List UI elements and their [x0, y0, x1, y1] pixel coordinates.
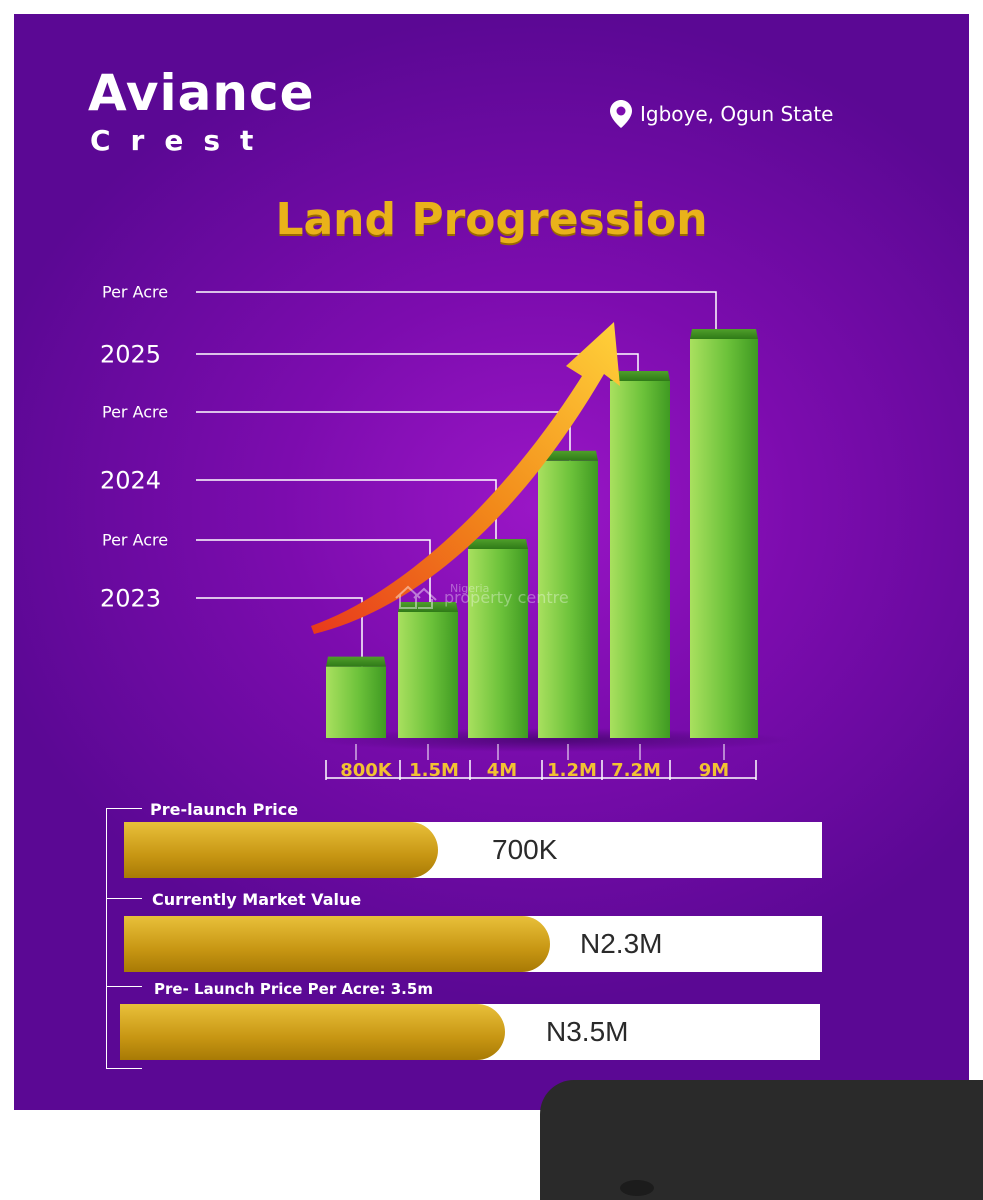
bar-front: [690, 339, 758, 738]
bar-front: [326, 666, 386, 738]
watermark-small: Nigeria: [450, 582, 490, 595]
side-label: Per Acre: [102, 403, 168, 422]
bar-top: [468, 539, 528, 549]
location-text: Igboye, Ogun State: [640, 102, 834, 126]
x-axis: 800K 1.5M 4M 1.2M 7.2M 9M: [325, 744, 757, 781]
bar-front: [398, 612, 458, 738]
watermark-text: property centre: [444, 587, 569, 607]
growth-arrow: [311, 322, 620, 634]
bar-1-5m: [398, 602, 458, 738]
bar-front: [468, 549, 528, 738]
bar-top: [538, 450, 598, 461]
price-per-acre-value: N3.5M: [546, 1016, 629, 1047]
pre-launch-price-label: Pre-launch Price: [150, 800, 299, 819]
market-value-fill: [124, 916, 550, 972]
bar-7-2m: [610, 371, 670, 738]
bracket-tick: [106, 1068, 142, 1069]
brand-subtitle: Crest: [90, 124, 274, 157]
connector-line: [196, 539, 431, 624]
side-label: Per Acre: [102, 531, 168, 550]
bar-top: [398, 602, 458, 612]
bracket-tick: [106, 898, 142, 899]
bar-front: [610, 381, 670, 738]
prices-bracket: [106, 808, 107, 1068]
bar-front: [538, 460, 598, 738]
brand-name: Aviance: [88, 64, 315, 122]
location-pin-icon: [610, 100, 632, 128]
dark-overlay-shape: [540, 1080, 983, 1200]
pre-launch-price-bar: 700K: [124, 822, 822, 878]
bar-top: [690, 329, 758, 339]
pre-launch-price-fill: [124, 822, 439, 878]
x-tick-label: 7.2M: [611, 760, 661, 781]
price-per-acre-fill: [120, 1004, 505, 1060]
market-value-bar: N2.3M: [124, 916, 822, 972]
market-value-label: Currently Market Value: [152, 890, 362, 909]
bar-top: [326, 656, 386, 667]
bracket-tick: [106, 808, 142, 809]
house-logo-icon: [395, 585, 437, 609]
x-tick-label: 1.2M: [547, 760, 597, 781]
chart-title: Land Progression: [275, 194, 708, 245]
bar-4m: [468, 539, 528, 738]
bracket-tick: [106, 986, 142, 987]
connector-line: [196, 597, 363, 674]
side-label: Per Acre: [102, 283, 168, 302]
bars: [326, 329, 758, 738]
x-tick-label: 4M: [487, 760, 517, 781]
side-label: 2023: [100, 584, 161, 612]
price-per-acre-label: Pre- Launch Price Per Acre: 3.5m: [154, 980, 433, 998]
side-labels: Per Acre 2025 Per Acre 2024 Per Acre 2023: [100, 283, 168, 613]
pre-launch-price-value: 700K: [492, 834, 558, 865]
bar-1-2m: [538, 450, 598, 738]
side-label: 2024: [100, 466, 161, 494]
side-label: 2025: [100, 340, 161, 368]
x-tick-label: 9M: [699, 760, 729, 781]
location: Igboye, Ogun State: [610, 100, 833, 128]
dark-overlay-dot: [620, 1180, 654, 1196]
poster: Aviance Crest Igboye, Ogun State Land Pr…: [14, 14, 969, 1110]
bar-chart: Per Acre 2025 Per Acre 2024 Per Acre 2023 800…: [100, 283, 794, 781]
connector-line: [196, 479, 497, 564]
watermark: property centre: [394, 584, 569, 610]
x-tick-label: 1.5M: [409, 760, 459, 781]
market-value-value: N2.3M: [580, 928, 663, 959]
x-tick-label: 800K: [340, 760, 393, 781]
bar-top: [610, 371, 670, 381]
price-per-acre-bar: N3.5M: [120, 1004, 820, 1060]
bar-9m: [690, 329, 758, 738]
bar-800k: [326, 656, 386, 738]
